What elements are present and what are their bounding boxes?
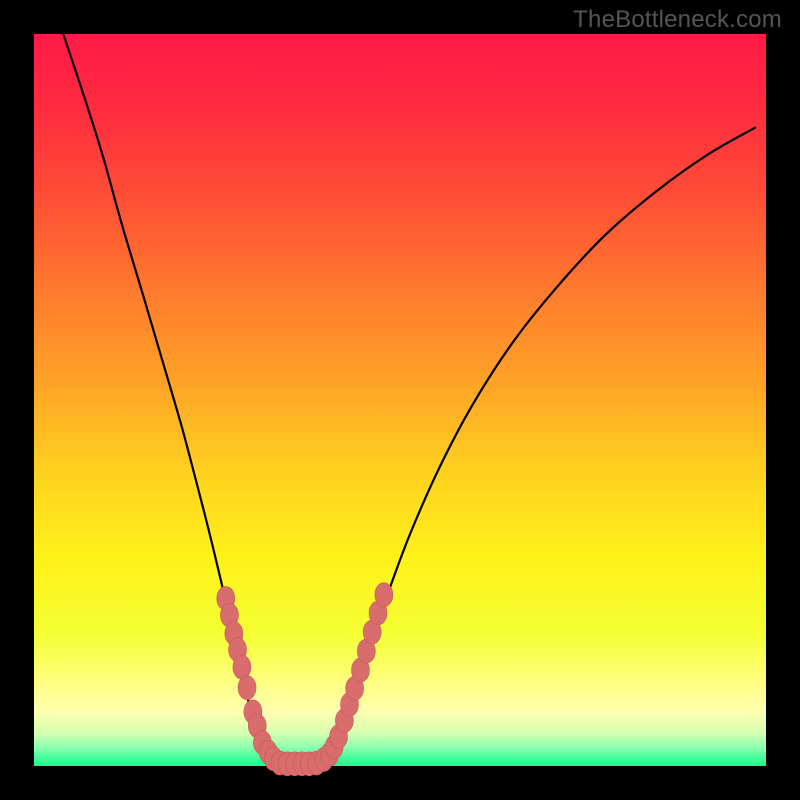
chart-container: TheBottleneck.com — [0, 0, 800, 800]
chart-svg — [0, 0, 800, 800]
plot-gradient-background — [34, 34, 766, 766]
watermark-text: TheBottleneck.com — [573, 6, 782, 34]
curve-marker — [238, 676, 256, 700]
curve-marker — [375, 583, 393, 607]
